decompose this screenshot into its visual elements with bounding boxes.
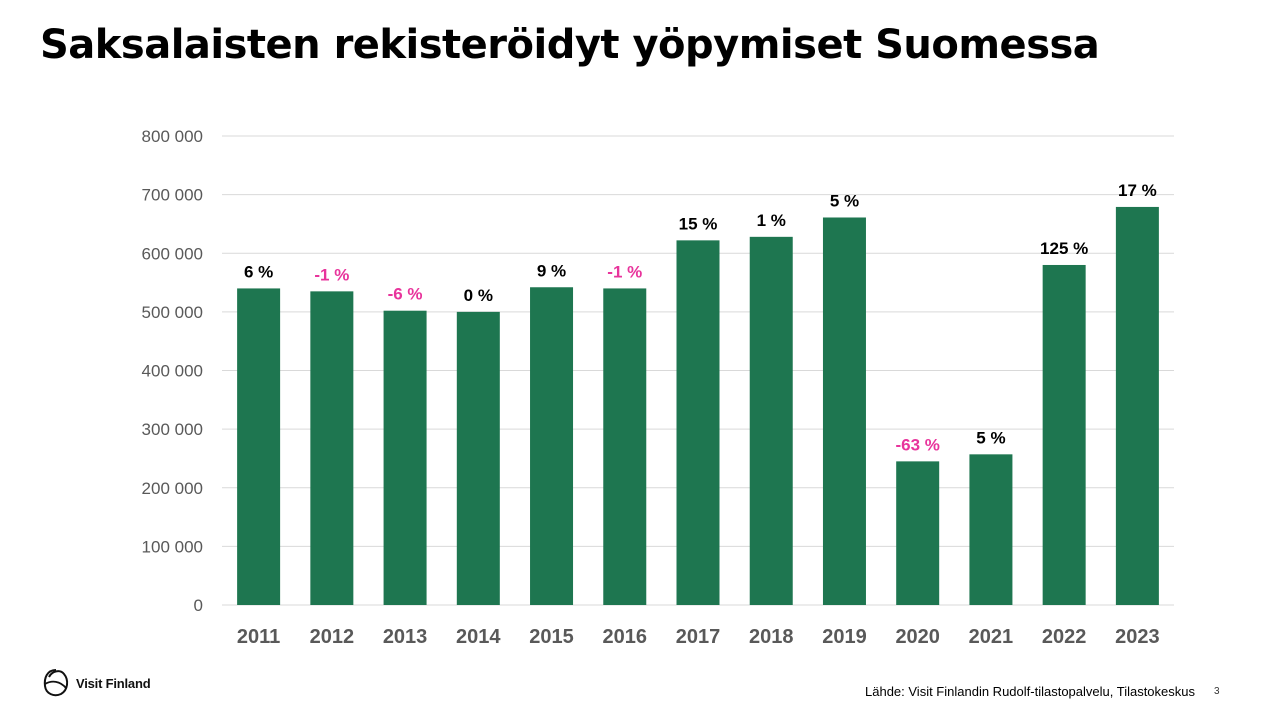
bar [310,291,354,605]
data-label: 9 % [537,261,566,280]
x-tick-label: 2011 [237,626,280,648]
y-tick-label: 100 000 [142,537,203,556]
page-number: 3 [1214,686,1220,697]
bar [969,454,1013,605]
source-note: Lähde: Visit Finlandin Rudolf-tilastopal… [865,684,1195,699]
bar [456,311,500,605]
data-label: 15 % [679,214,718,233]
data-label: 6 % [244,262,273,281]
x-tick-label: 2023 [1115,626,1160,648]
x-tick-label: 2020 [895,626,940,648]
bar [896,461,940,605]
x-tick-label: 2019 [822,626,867,648]
data-label: 0 % [464,286,493,305]
data-label: 5 % [830,191,859,210]
data-label: 1 % [757,211,786,230]
y-tick-label: 400 000 [142,362,203,381]
x-tick-label: 2015 [529,626,574,648]
y-tick-label: 200 000 [142,479,203,498]
visit-finland-logo-icon [43,669,69,697]
x-tick-label: 2014 [456,626,501,648]
bar [1115,206,1159,605]
bars [237,206,1159,606]
y-tick-label: 600 000 [142,244,203,263]
x-tick-label: 2018 [749,626,794,648]
x-axis-tick-labels: 2011 2012 2013 2014 2015 2016 2017 2018 2019 2020… [237,626,1160,648]
bar [749,236,793,605]
bar [383,310,427,605]
y-tick-label: 300 000 [142,420,203,439]
bar [237,288,281,605]
logo-text: Visit Finland [76,675,151,691]
y-tick-label: 800 000 [142,127,203,146]
data-label: 17 % [1118,181,1157,200]
y-tick-label: 700 000 [142,186,203,205]
data-label: 5 % [976,428,1005,447]
data-label: -1 % [314,265,349,284]
bar [676,240,720,606]
x-tick-label: 2016 [603,626,648,648]
bar [1042,264,1086,605]
y-axis-tick-labels: 0 100 000 200 000 300 000 400 000 500 000 600 … [142,127,203,615]
data-label: -6 % [388,285,423,304]
bar [822,217,866,605]
visit-finland-logo: Visit Finland [42,668,151,698]
y-tick-label: 500 000 [142,303,203,322]
x-tick-label: 2012 [310,626,355,648]
bar [530,287,574,605]
x-tick-label: 2013 [383,626,428,648]
data-label: -63 % [895,435,939,454]
x-tick-label: 2022 [1042,626,1087,648]
x-tick-label: 2021 [969,626,1014,648]
data-label: -1 % [607,262,642,281]
data-label: 125 % [1040,239,1088,258]
y-tick-label: 0 [194,596,203,615]
data-labels: 6 % -1 % -6 % 0 % 9 % -1 % 15 % 1 % 5 % -63 % 5 % 1… [244,181,1157,454]
page-title: Saksalaisten rekisteröidyt yöpymiset Suo… [40,22,1100,68]
x-tick-label: 2017 [676,626,721,648]
bar [603,288,647,605]
